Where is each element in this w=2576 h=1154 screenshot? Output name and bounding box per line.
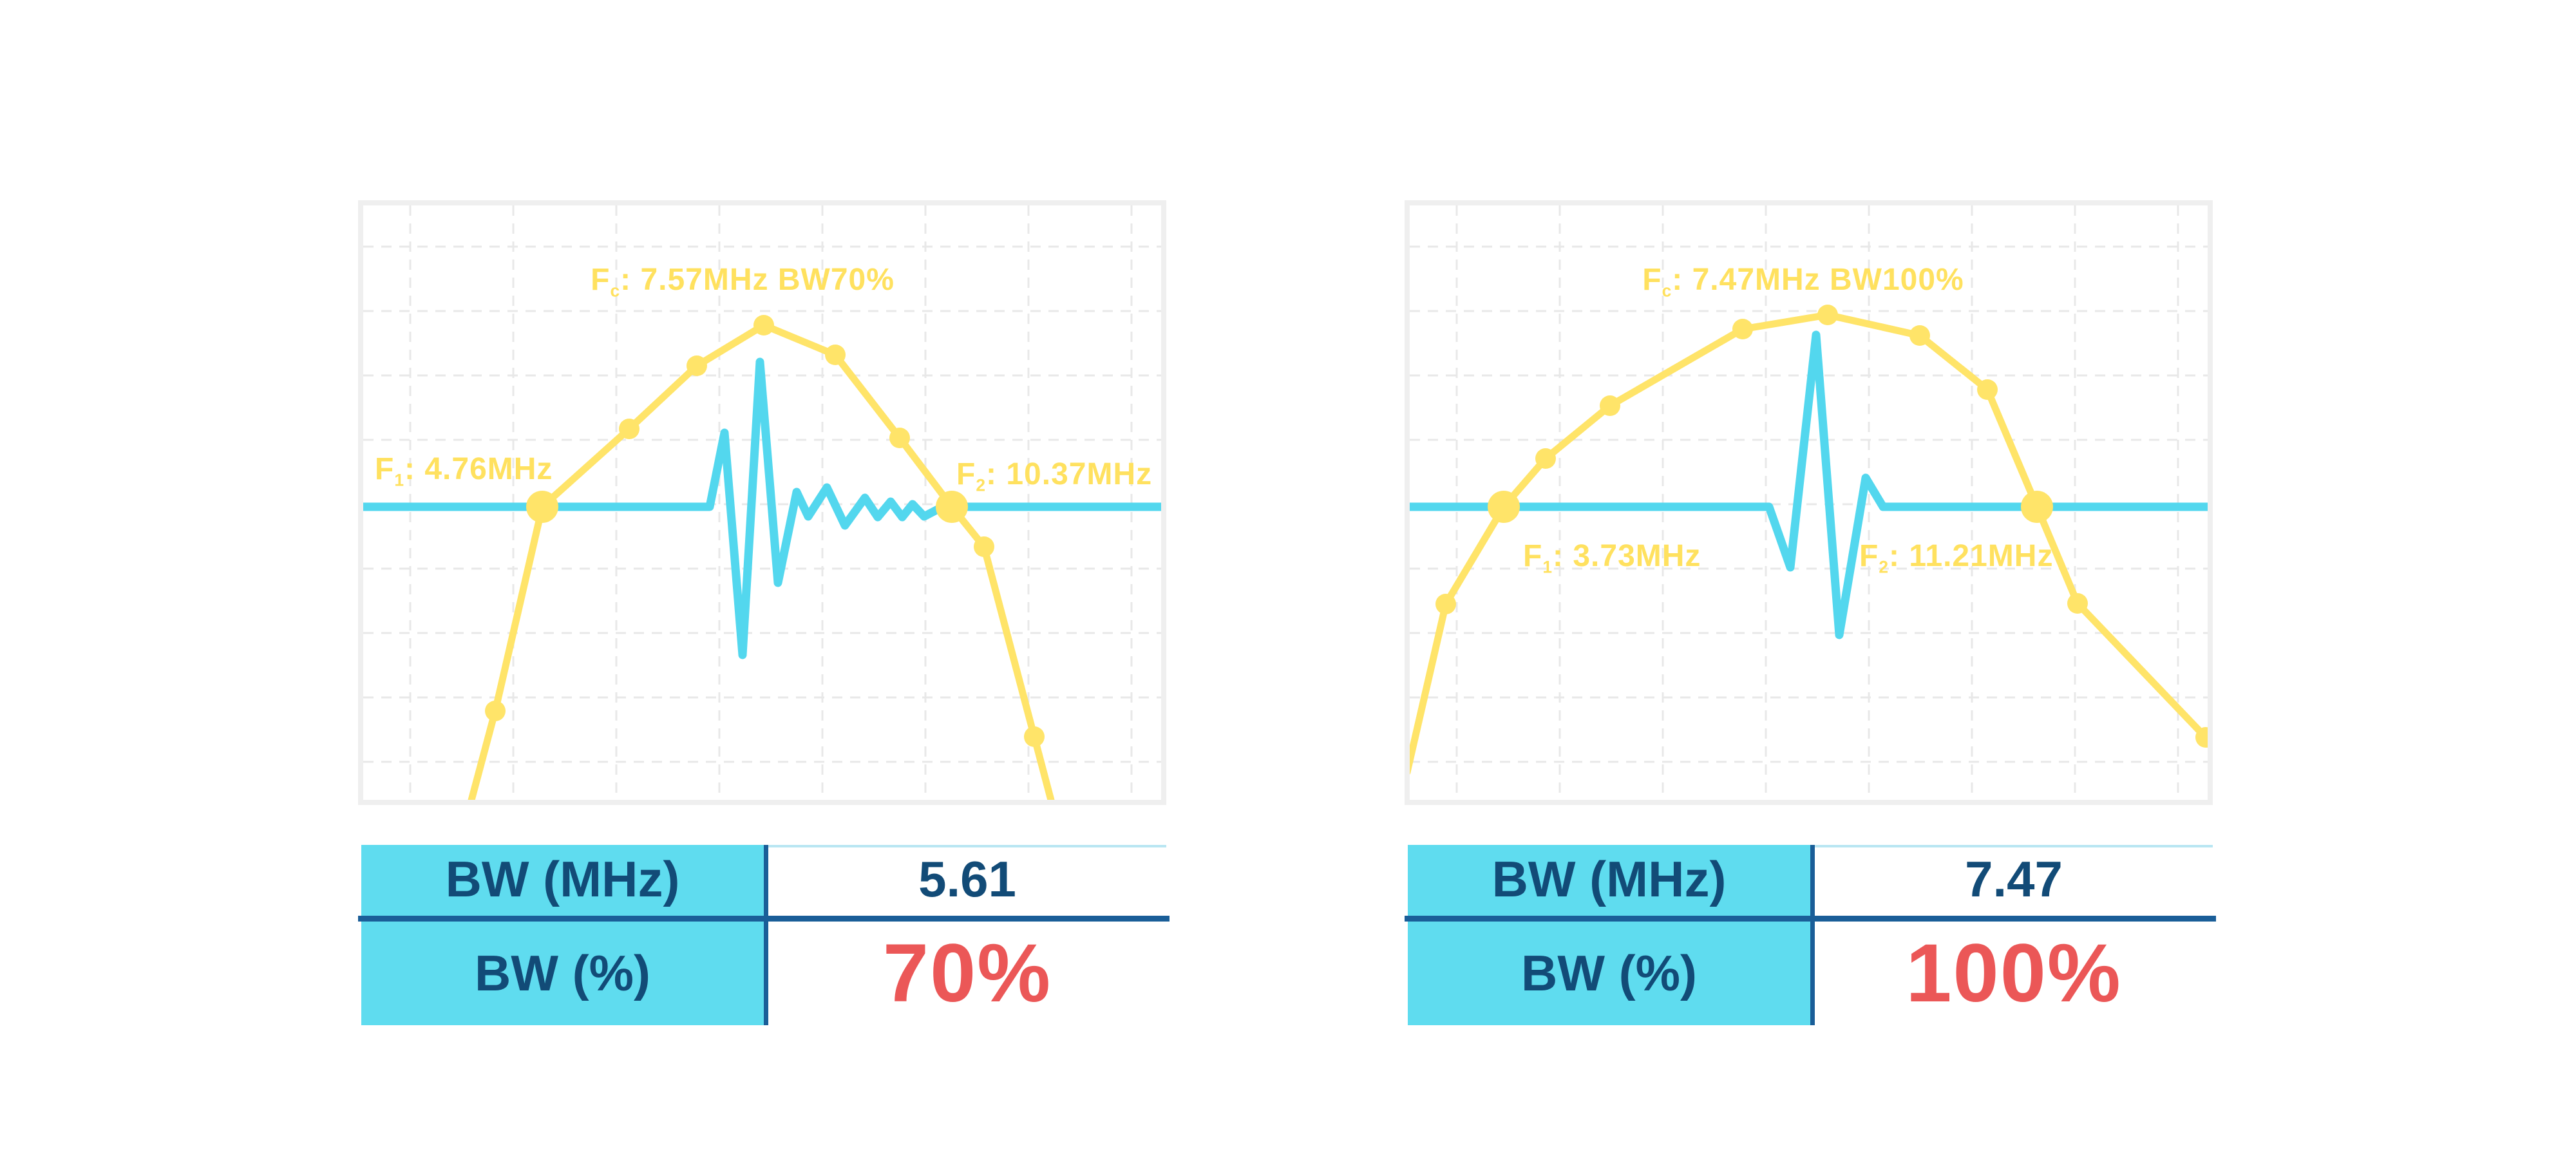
f1-annotation-left: F1: 4.76MHz bbox=[375, 451, 553, 491]
bw-mhz-value-text: 5.61 bbox=[918, 850, 1016, 907]
f1-rest: : 4.76MHz bbox=[404, 452, 553, 486]
f2-rest: : 11.21MHz bbox=[1889, 539, 2054, 573]
chart-left-bw70: Fc: 7.57MHz BW70% F1: 4.76MHz F2: 10.37M… bbox=[358, 200, 1166, 805]
f1-base: F bbox=[1523, 539, 1543, 573]
bw-percent-label: BW (%) bbox=[1521, 945, 1697, 1001]
chart-right-bw100: Fc: 7.47MHz BW100% F1: 3.73MHz F2: 11.21… bbox=[1405, 200, 2213, 805]
table-header-background bbox=[361, 845, 764, 1025]
f1-annotation-right: F1: 3.73MHz bbox=[1523, 538, 1701, 578]
bw-percent-value: 70% bbox=[768, 922, 1166, 1025]
f2-base: F bbox=[1859, 539, 1879, 573]
bw-percent-value-text: 100% bbox=[1906, 927, 2122, 1019]
bw-mhz-value: 7.47 bbox=[1815, 845, 2213, 913]
bw-percent-value-text: 70% bbox=[882, 927, 1052, 1019]
bw-table-left: BW (MHz) 5.61 BW (%) 70% bbox=[358, 845, 1170, 1025]
f2-rest: : 10.37MHz bbox=[986, 457, 1153, 491]
table-header-background bbox=[1408, 845, 1810, 1025]
bw-percent-label: BW (%) bbox=[475, 945, 650, 1001]
fc-annotation-right: Fc: 7.47MHz BW100% bbox=[1642, 262, 1964, 301]
fc-rest: : 7.47MHz BW100% bbox=[1672, 263, 1964, 297]
f1-subscript: 1 bbox=[394, 470, 405, 490]
f2-subscript: 2 bbox=[976, 475, 987, 495]
fc-subscript: c bbox=[610, 281, 621, 301]
table-row: BW (MHz) bbox=[1408, 845, 1810, 913]
bw-percent-value: 100% bbox=[1815, 922, 2213, 1025]
table-top-rule bbox=[768, 845, 1166, 847]
table-top-rule bbox=[1815, 845, 2213, 847]
bw-table-right: BW (MHz) 7.47 BW (%) 100% bbox=[1405, 845, 2216, 1025]
fc-annotation-left: Fc: 7.57MHz BW70% bbox=[591, 262, 895, 301]
table-row: BW (MHz) bbox=[361, 845, 764, 913]
fc-subscript: c bbox=[1662, 281, 1672, 301]
spectrum-pulse-plot-left bbox=[358, 200, 1166, 805]
fc-rest: : 7.57MHz BW70% bbox=[620, 263, 895, 297]
table-row: BW (%) bbox=[1408, 922, 1810, 1025]
f2-base: F bbox=[956, 457, 976, 491]
bw-mhz-label: BW (MHz) bbox=[445, 850, 680, 907]
table-column-divider bbox=[1810, 845, 1815, 1025]
table-column-divider bbox=[764, 845, 768, 1025]
f2-annotation-right: F2: 11.21MHz bbox=[1859, 538, 2053, 578]
f2-annotation-left: F2: 10.37MHz bbox=[956, 457, 1152, 496]
bw-mhz-value: 5.61 bbox=[768, 845, 1166, 913]
f2-subscript: 2 bbox=[1879, 557, 1889, 577]
fc-base: F bbox=[1642, 263, 1662, 297]
spectrum-pulse-plot-right bbox=[1405, 200, 2213, 805]
f1-base: F bbox=[375, 452, 395, 486]
f1-rest: : 3.73MHz bbox=[1553, 539, 1701, 573]
table-row: BW (%) bbox=[361, 922, 764, 1025]
f1-subscript: 1 bbox=[1542, 557, 1553, 577]
bw-mhz-label: BW (MHz) bbox=[1492, 850, 1727, 907]
fc-base: F bbox=[591, 263, 611, 297]
bw-mhz-value-text: 7.47 bbox=[1965, 850, 2063, 907]
